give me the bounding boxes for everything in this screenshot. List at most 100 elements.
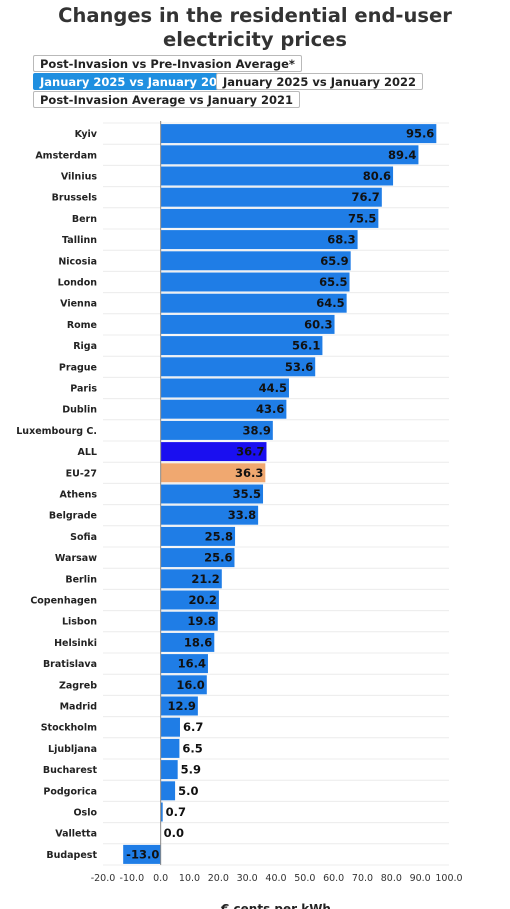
value-label: 36.7 xyxy=(236,445,264,459)
x-tick-label: 10.0 xyxy=(179,873,200,884)
category-label: Budapest xyxy=(46,850,97,861)
value-label: 60.3 xyxy=(304,317,332,331)
bar xyxy=(160,590,219,610)
value-label: 75.5 xyxy=(348,211,376,225)
bar xyxy=(160,230,358,250)
x-tick-label: 50.0 xyxy=(294,873,315,884)
value-label: 0.0 xyxy=(164,826,184,840)
value-label: 89.4 xyxy=(388,148,416,162)
value-label: 68.3 xyxy=(327,233,355,247)
bar xyxy=(160,717,180,737)
bar xyxy=(160,760,178,780)
category-label: Sofia xyxy=(70,532,97,543)
category-label: Nicosia xyxy=(58,256,97,267)
value-label: 76.7 xyxy=(351,190,379,204)
value-label: 53.6 xyxy=(285,360,313,374)
value-label: 65.9 xyxy=(320,254,348,268)
category-label: ALL xyxy=(78,447,97,458)
bar xyxy=(160,781,176,801)
value-label: 19.8 xyxy=(187,614,215,628)
bar xyxy=(160,378,289,398)
tab-jan2025-vs-jan2022[interactable]: January 2025 vs January 2022 xyxy=(216,73,424,90)
x-tick-label: 70.0 xyxy=(352,873,373,884)
bar xyxy=(160,442,267,462)
value-label: 18.6 xyxy=(184,635,212,649)
bar xyxy=(160,251,351,271)
chart-title: Changes in the residential end-user elect… xyxy=(58,4,452,51)
tab-jan2025-vs-jan2021[interactable]: January 2025 vs January 2021 xyxy=(33,73,241,90)
category-label: Oslo xyxy=(73,808,97,819)
value-label: 5.9 xyxy=(181,763,201,777)
value-label: 6.7 xyxy=(183,720,203,734)
category-label: Warsaw xyxy=(55,553,97,564)
bar xyxy=(160,696,198,716)
bar xyxy=(160,654,208,674)
category-label: Vilnius xyxy=(61,172,97,183)
bar xyxy=(160,357,316,377)
bar xyxy=(160,632,215,652)
x-tick-label: 90.0 xyxy=(410,873,431,884)
x-tick-label: 60.0 xyxy=(323,873,344,884)
bar xyxy=(160,187,382,207)
value-label: 80.6 xyxy=(363,169,391,183)
category-label: Bern xyxy=(72,214,97,225)
value-label: 20.2 xyxy=(189,593,217,607)
value-label: 0.7 xyxy=(166,805,186,819)
category-label: EU-27 xyxy=(66,468,97,479)
category-label: Madrid xyxy=(60,702,97,713)
value-label: -13.0 xyxy=(126,847,159,861)
x-tick-label: -10.0 xyxy=(120,873,145,884)
category-label: Luxembourg C. xyxy=(16,426,97,437)
category-label: London xyxy=(58,278,98,289)
category-label: Dublin xyxy=(62,405,97,416)
category-label: Copenhagen xyxy=(30,596,97,607)
category-label: Vienna xyxy=(60,299,97,310)
x-tick-label: 80.0 xyxy=(381,873,402,884)
value-label: 16.0 xyxy=(176,678,204,692)
category-label: Bratislava xyxy=(43,659,97,670)
x-tick-label: 0.0 xyxy=(153,873,168,884)
bar xyxy=(160,145,419,165)
bar xyxy=(160,505,259,525)
bar xyxy=(160,336,323,356)
tab-post-vs-pre-invasion[interactable]: Post-Invasion vs Pre-Invasion Average* xyxy=(33,55,302,72)
bar xyxy=(160,166,394,186)
category-label: Stockholm xyxy=(41,723,97,734)
category-label: Bucharest xyxy=(43,765,98,776)
bar xyxy=(160,314,335,334)
value-label: 56.1 xyxy=(292,339,320,353)
category-label: Brussels xyxy=(52,193,98,204)
bar xyxy=(160,293,347,313)
value-label: 25.6 xyxy=(204,551,232,565)
bar xyxy=(160,675,207,695)
value-label: 95.6 xyxy=(406,127,434,141)
category-label: Valletta xyxy=(55,829,97,840)
bar xyxy=(160,124,437,144)
bar xyxy=(160,548,235,568)
x-tick-label: -20.0 xyxy=(91,873,116,884)
value-label: 33.8 xyxy=(228,508,256,522)
bar xyxy=(123,844,161,864)
bar xyxy=(160,484,264,504)
category-label: Athens xyxy=(59,490,97,501)
bar xyxy=(160,463,266,483)
category-label: Lisbon xyxy=(62,617,97,628)
category-label: Riga xyxy=(73,341,97,352)
tab-post-invasion-avg-vs-jan2021[interactable]: Post-Invasion Average vs January 2021 xyxy=(33,91,300,108)
category-label: Rome xyxy=(67,320,97,331)
bar xyxy=(160,526,236,546)
category-label: Kyiv xyxy=(75,129,98,140)
category-label: Belgrade xyxy=(49,511,97,522)
bar xyxy=(160,611,218,631)
x-tick-label: 30.0 xyxy=(237,873,258,884)
value-label: 64.5 xyxy=(316,296,344,310)
x-tick-label: 20.0 xyxy=(208,873,229,884)
x-axis-title: € cents per kWh xyxy=(220,902,331,909)
category-label: Podgorica xyxy=(43,786,97,797)
value-label: 43.6 xyxy=(256,402,284,416)
value-label: 35.5 xyxy=(233,487,261,501)
value-label: 5.0 xyxy=(178,784,198,798)
value-label: 65.5 xyxy=(319,275,347,289)
value-label: 6.5 xyxy=(182,741,202,755)
